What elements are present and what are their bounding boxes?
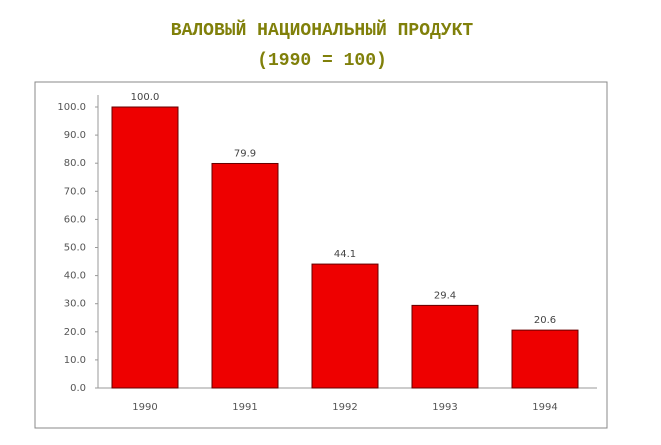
value-label: 44.1 (334, 249, 356, 260)
x-tick-label: 1993 (432, 402, 457, 413)
bar (411, 304, 479, 389)
x-tick-label: 1994 (532, 402, 557, 413)
y-tick-label: 0.0 (70, 383, 86, 394)
value-label: 79.9 (234, 148, 256, 159)
y-tick-label: 80.0 (64, 158, 86, 169)
y-tick-label: 40.0 (64, 271, 86, 282)
bar (511, 329, 579, 389)
bar (111, 106, 179, 389)
y-tick-label: 70.0 (64, 186, 86, 197)
y-tick-label: 100.0 (57, 102, 86, 113)
y-tick-label: 90.0 (64, 130, 86, 141)
x-tick-label: 1992 (332, 402, 357, 413)
y-tick-label: 50.0 (64, 243, 86, 254)
bar (211, 162, 279, 389)
chart-title: ВАЛОВЫЙ НАЦИОНАЛЬНЫЙ ПРОДУКТ (171, 19, 474, 41)
y-tick-label: 10.0 (64, 355, 86, 366)
y-tick-label: 30.0 (64, 299, 86, 310)
x-tick-label: 1991 (232, 402, 257, 413)
x-tick-label: 1990 (132, 402, 157, 413)
chart-subtitle: (1990 = 100) (257, 51, 387, 71)
bar (311, 263, 379, 389)
value-label: 29.4 (434, 290, 456, 301)
y-tick-label: 60.0 (64, 214, 86, 225)
value-label: 100.0 (131, 92, 160, 103)
value-label: 20.6 (534, 315, 556, 326)
y-tick-label: 20.0 (64, 327, 86, 338)
